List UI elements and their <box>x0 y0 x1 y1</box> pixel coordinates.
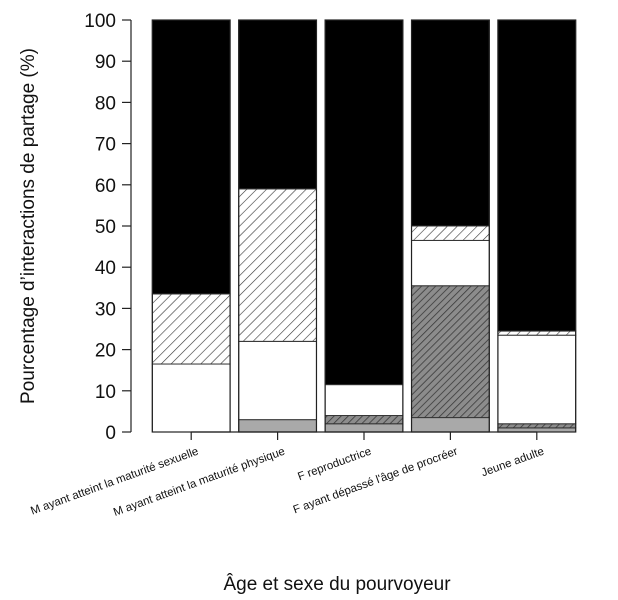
bar-segment <box>497 427 577 433</box>
bar-segment <box>497 330 577 336</box>
bar-segment <box>324 19 404 386</box>
bar-segment <box>497 423 577 429</box>
bar-segment <box>238 19 317 190</box>
bars <box>151 19 577 433</box>
bar-segment <box>411 417 490 433</box>
y-tick-label: 10 <box>95 382 116 403</box>
y-axis: 0 10 20 30 40 50 60 70 80 90 100 <box>84 11 132 444</box>
x-tick-label: F reproductrice <box>296 446 373 484</box>
bar-segment <box>411 239 490 287</box>
bar-segment <box>497 334 577 425</box>
y-tick-label: 0 <box>105 423 116 444</box>
x-tick-label: Jeune adulte <box>480 446 546 480</box>
y-tick-label: 50 <box>95 217 116 238</box>
y-tick-label: 70 <box>95 135 116 156</box>
bar-segment <box>324 423 404 433</box>
y-tick-label: 30 <box>95 299 116 320</box>
bar-segment <box>151 19 231 295</box>
y-tick-label: 90 <box>95 52 116 73</box>
bar-segment <box>324 415 404 425</box>
bar-segment <box>238 188 317 342</box>
y-tick-label: 60 <box>95 176 116 197</box>
x-axis-title: Âge et sexe du pourvoyeur <box>223 573 451 595</box>
y-tick-label: 20 <box>95 341 116 362</box>
bar-segment <box>151 293 231 365</box>
x-tick-label: F ayant dépassé l'âge de procréer <box>292 445 460 516</box>
bar-segment <box>497 19 577 332</box>
bar-segment <box>411 225 490 241</box>
bar-segment <box>238 340 317 421</box>
bar-segment <box>411 19 490 227</box>
y-tick-label: 80 <box>95 93 116 114</box>
bar-segment <box>411 285 490 419</box>
bar-segment <box>238 419 317 433</box>
bar-segment <box>151 363 231 433</box>
y-tick-label: 100 <box>84 11 116 32</box>
y-axis-title: Pourcentage d’interactions de partage (%… <box>18 48 39 404</box>
bar-segment <box>324 384 404 417</box>
y-tick-label: 40 <box>95 258 116 279</box>
